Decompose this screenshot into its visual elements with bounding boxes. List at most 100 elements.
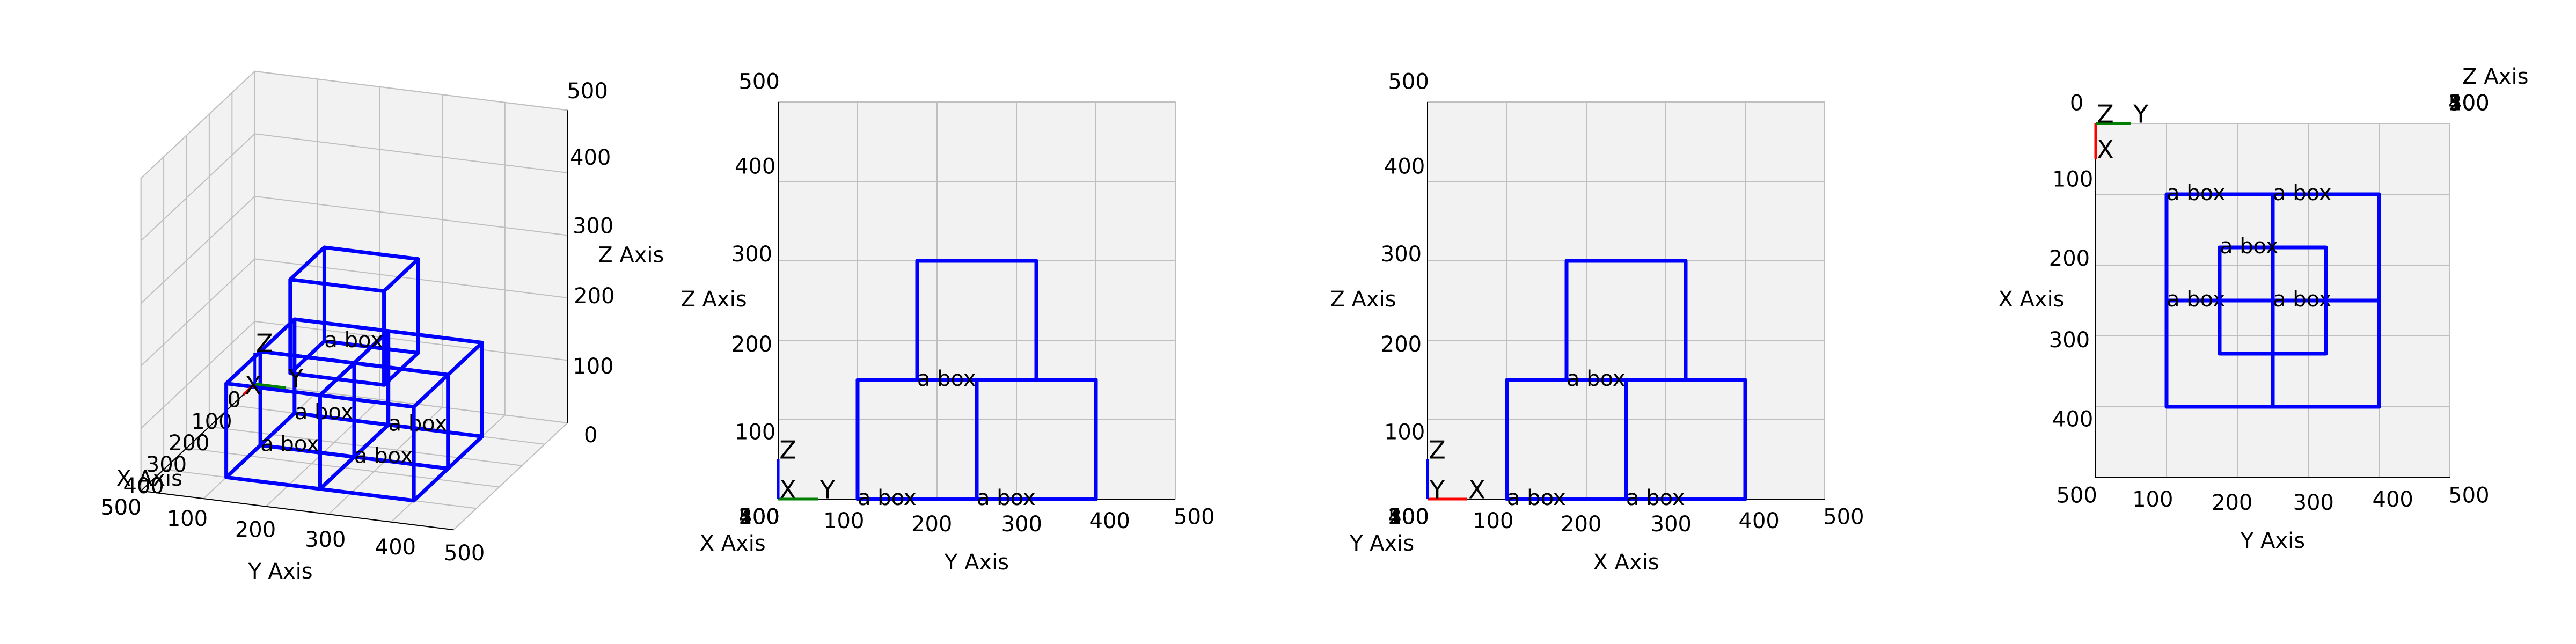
tick-label: 100 [2448, 91, 2489, 116]
axis-label: X Axis [1998, 287, 2064, 312]
box-label: a box [858, 486, 917, 510]
tick-label: 400 [1384, 154, 1425, 179]
triad-axis [242, 383, 256, 396]
tick-label: 200 [911, 512, 952, 537]
tick-label: 400 [570, 145, 611, 170]
axis-line [140, 383, 255, 492]
triad-axis [254, 382, 287, 390]
grid-line [140, 258, 255, 367]
tick-label: 300 [1388, 504, 1429, 529]
tick-label: 300 [573, 214, 613, 239]
box-label: a box [2167, 287, 2226, 312]
tick-label: 200 [1381, 332, 1422, 357]
tick-label: 300 [305, 528, 346, 552]
tick-label: 100 [2052, 167, 2093, 192]
box [288, 245, 420, 387]
triad-label: Y [288, 364, 304, 393]
tick-label: 300 [146, 452, 187, 477]
tick-label: 300 [731, 242, 772, 267]
tick-label: 0 [1402, 504, 1415, 529]
axis-label: X Axis [1593, 550, 1659, 575]
box-label: a box [2273, 181, 2332, 206]
tick-label: 500 [738, 70, 779, 94]
tick-label: 100 [1388, 504, 1429, 529]
tick-label: 200 [2212, 491, 2252, 515]
tick-label: 200 [574, 284, 614, 309]
tick-label: 300 [1001, 512, 1042, 537]
triad-label: Z [779, 436, 796, 465]
axis-label: Y Axis [247, 559, 312, 584]
tick-label: 100 [735, 420, 775, 445]
tick-label: 200 [731, 332, 772, 357]
tick-label: 0 [584, 423, 597, 448]
box-label: a box [977, 486, 1036, 510]
tick-label: 500 [100, 495, 141, 520]
tick-label: 400 [738, 504, 779, 529]
tick-label: 300 [738, 504, 779, 529]
tick-label: 500 [1388, 504, 1429, 529]
axis-label: Z Axis [680, 287, 747, 312]
tick-label: 0 [752, 504, 766, 529]
tick-label: 100 [823, 509, 864, 533]
box-label: a box [2273, 287, 2332, 312]
tick-label: 100 [1384, 420, 1425, 445]
axis-label: Y Axis [1349, 531, 1414, 556]
box [2218, 245, 2328, 356]
tick-label: 200 [1388, 504, 1429, 529]
grid-line [254, 133, 568, 173]
tick-label: 500 [1388, 70, 1429, 94]
triad-label: X [2097, 135, 2114, 164]
grid-line [254, 383, 568, 423]
tick-label: 0 [114, 495, 128, 520]
tick-label: 0 [2462, 91, 2476, 116]
tick-label: 200 [2049, 246, 2090, 271]
box [915, 259, 1038, 382]
tick-label: 500 [1823, 504, 1864, 529]
box-label: a box [917, 367, 976, 391]
tick-label: 0 [1402, 504, 1415, 529]
box-label: a box [354, 443, 413, 468]
box-label: a box [295, 400, 354, 425]
triad-label: X [1468, 475, 1485, 504]
triad-label: Z [256, 329, 273, 358]
tick-label: 300 [2448, 91, 2489, 116]
tick-label: 400 [735, 154, 775, 179]
tick-label: 300 [2293, 491, 2334, 515]
tick-label: 100 [167, 507, 208, 531]
box-label: a box [1567, 367, 1626, 391]
tick-label: 400 [1739, 509, 1780, 533]
box [1564, 259, 1688, 382]
tick-label: 400 [375, 535, 416, 560]
tick-label: 200 [2448, 91, 2489, 116]
tick-label: 100 [573, 354, 613, 379]
grid-line [453, 422, 568, 530]
grid-line [254, 320, 568, 361]
tick-label: 0 [2070, 483, 2083, 508]
tick-label: 100 [2132, 487, 2173, 512]
triad-label: Z [2097, 100, 2114, 129]
tick-label: 500 [2056, 483, 2097, 508]
tick-label: 0 [752, 504, 766, 529]
tick-label: 500 [567, 79, 608, 104]
tick-label: 500 [2448, 483, 2489, 508]
grid-line [140, 196, 255, 304]
box-label: a box [2167, 181, 2226, 206]
box-label: a box [1626, 486, 1685, 510]
tick-label: 0 [228, 388, 241, 413]
tick-label: 400 [2373, 487, 2413, 512]
triad-label: Z [1429, 436, 1446, 465]
axis-label: Z Axis [598, 243, 664, 268]
tick-label: 200 [1561, 512, 1601, 537]
tick-label: 100 [1473, 509, 1513, 533]
grid-line [254, 70, 568, 111]
tick-label: 400 [123, 474, 164, 499]
axis-label: X Axis [700, 531, 766, 556]
triad-label: Y [2133, 100, 2149, 129]
tick-label: 400 [1388, 504, 1429, 529]
tick-label: 0 [2070, 91, 2083, 116]
